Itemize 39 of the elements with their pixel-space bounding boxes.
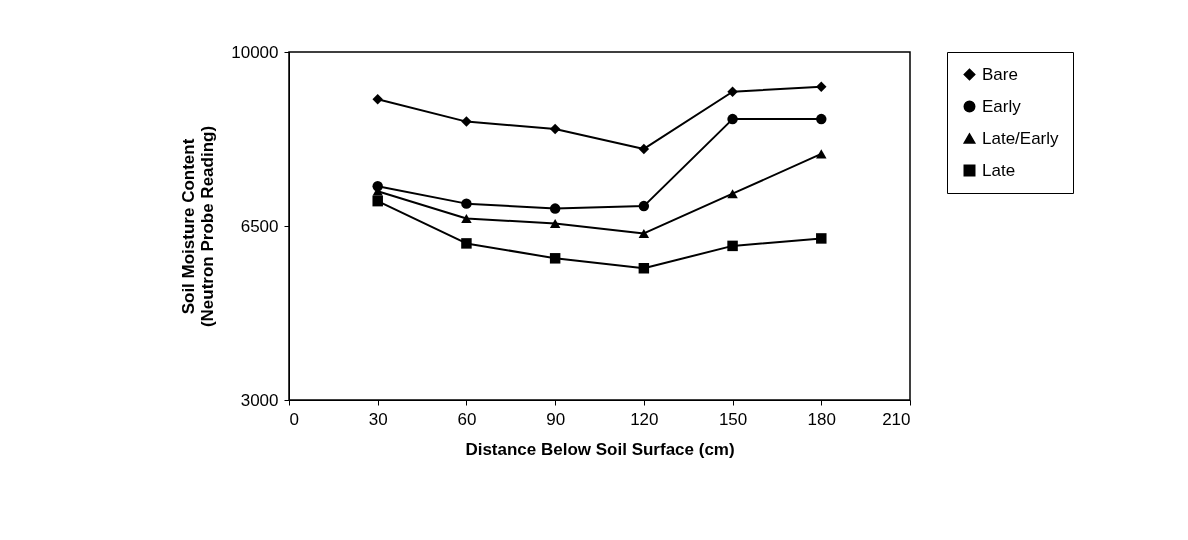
legend-label: Bare [982, 64, 1018, 84]
point [461, 238, 472, 249]
y-axis-title: Soil Moisture Content (Neutron Probe Reading) [179, 125, 218, 328]
legend-label: Early [982, 96, 1022, 116]
x-tick-label: 30 [368, 409, 388, 429]
point [461, 214, 472, 224]
point [638, 263, 650, 274]
point [638, 200, 650, 212]
point [638, 143, 650, 155]
x-tick-label: 210 [882, 409, 911, 429]
y-tick-label: 6500 [240, 216, 279, 236]
x-tick-label: 0 [289, 409, 299, 429]
legend-label: Late/Early [982, 128, 1060, 148]
point [816, 233, 827, 244]
legend-label: Late [982, 160, 1016, 180]
x-tick-label: 60 [457, 409, 477, 429]
point [549, 253, 561, 264]
y-tick-label: 3000 [240, 390, 279, 410]
point [549, 203, 561, 214]
point [816, 113, 827, 125]
y-tick-label: 10000 [231, 42, 279, 62]
x-tick-label: 120 [630, 409, 659, 429]
point [727, 240, 738, 252]
point [638, 228, 650, 238]
x-tick-label: 150 [718, 409, 748, 429]
x-tick-label: 180 [807, 409, 836, 429]
x-tick-label: 90 [546, 409, 566, 429]
x-axis-title: Distance Below Soil Surface (cm) [465, 439, 735, 459]
point [372, 195, 383, 207]
point [816, 81, 827, 93]
point [816, 149, 827, 159]
point [549, 123, 561, 135]
point [372, 93, 383, 105]
point [727, 86, 738, 98]
point [461, 198, 472, 209]
point [461, 116, 472, 127]
point [727, 189, 738, 199]
point [549, 218, 561, 229]
point [727, 113, 738, 125]
